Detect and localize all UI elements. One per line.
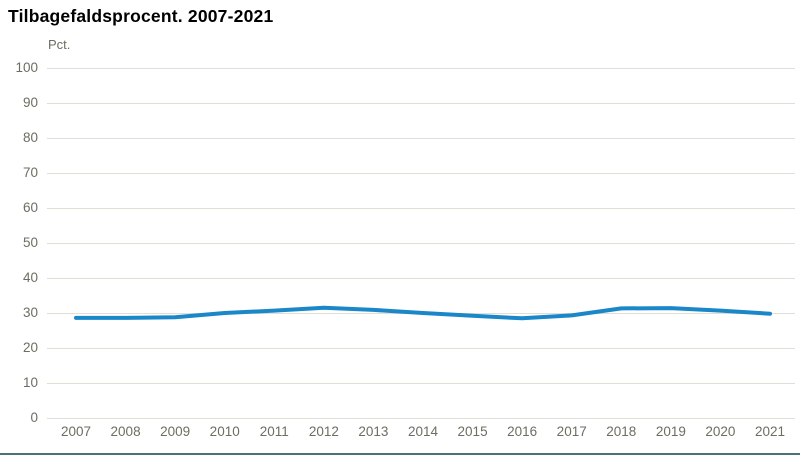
y-tick-label-20: 20 [22,340,38,355]
x-tick-label-2015: 2015 [457,424,488,439]
y-tick-label-90: 90 [22,95,38,110]
bottom-rule [0,453,800,455]
x-tick-label-2009: 2009 [160,424,191,439]
gridline-70 [47,173,795,174]
x-tick-label-2020: 2020 [705,424,736,439]
gridline-20 [47,348,795,349]
gridline-50 [47,243,795,244]
y-axis-unit-label: Pct. [48,37,71,52]
y-tick-label-50: 50 [22,235,38,250]
x-tick-label-2010: 2010 [209,424,240,439]
x-tick-label-2013: 2013 [358,424,389,439]
x-tick-label-2018: 2018 [606,424,637,439]
gridline-60 [47,208,795,209]
x-tick-label-2007: 2007 [60,424,92,439]
y-tick-label-70: 70 [22,165,38,180]
gridline-40 [47,278,795,279]
gridline-100 [47,68,795,69]
x-tick-label-2019: 2019 [655,424,686,439]
y-tick-label-60: 60 [22,200,38,215]
gridline-10 [47,383,795,384]
y-tick-label-40: 40 [22,270,38,285]
gridline-30 [47,313,795,314]
x-tick-label-2014: 2014 [407,424,439,439]
x-tick-label-2017: 2017 [556,424,587,439]
gridline-0 [47,418,795,419]
x-tick-label-2011: 2011 [259,424,289,439]
y-tick-label-100: 100 [15,60,38,75]
gridline-90 [47,103,795,104]
gridline-80 [47,138,795,139]
x-tick-label-2016: 2016 [507,424,538,439]
x-tick-label-2012: 2012 [308,424,339,439]
y-tick-label-30: 30 [22,305,38,320]
y-tick-label-80: 80 [22,130,38,145]
x-tick-label-2021: 2021 [754,424,786,439]
x-tick-label-2008: 2008 [110,424,141,439]
y-tick-label-10: 10 [22,375,38,390]
y-tick-label-0: 0 [30,410,38,425]
chart-title: Tilbagefaldsprocent. 2007-2021 [8,6,274,26]
